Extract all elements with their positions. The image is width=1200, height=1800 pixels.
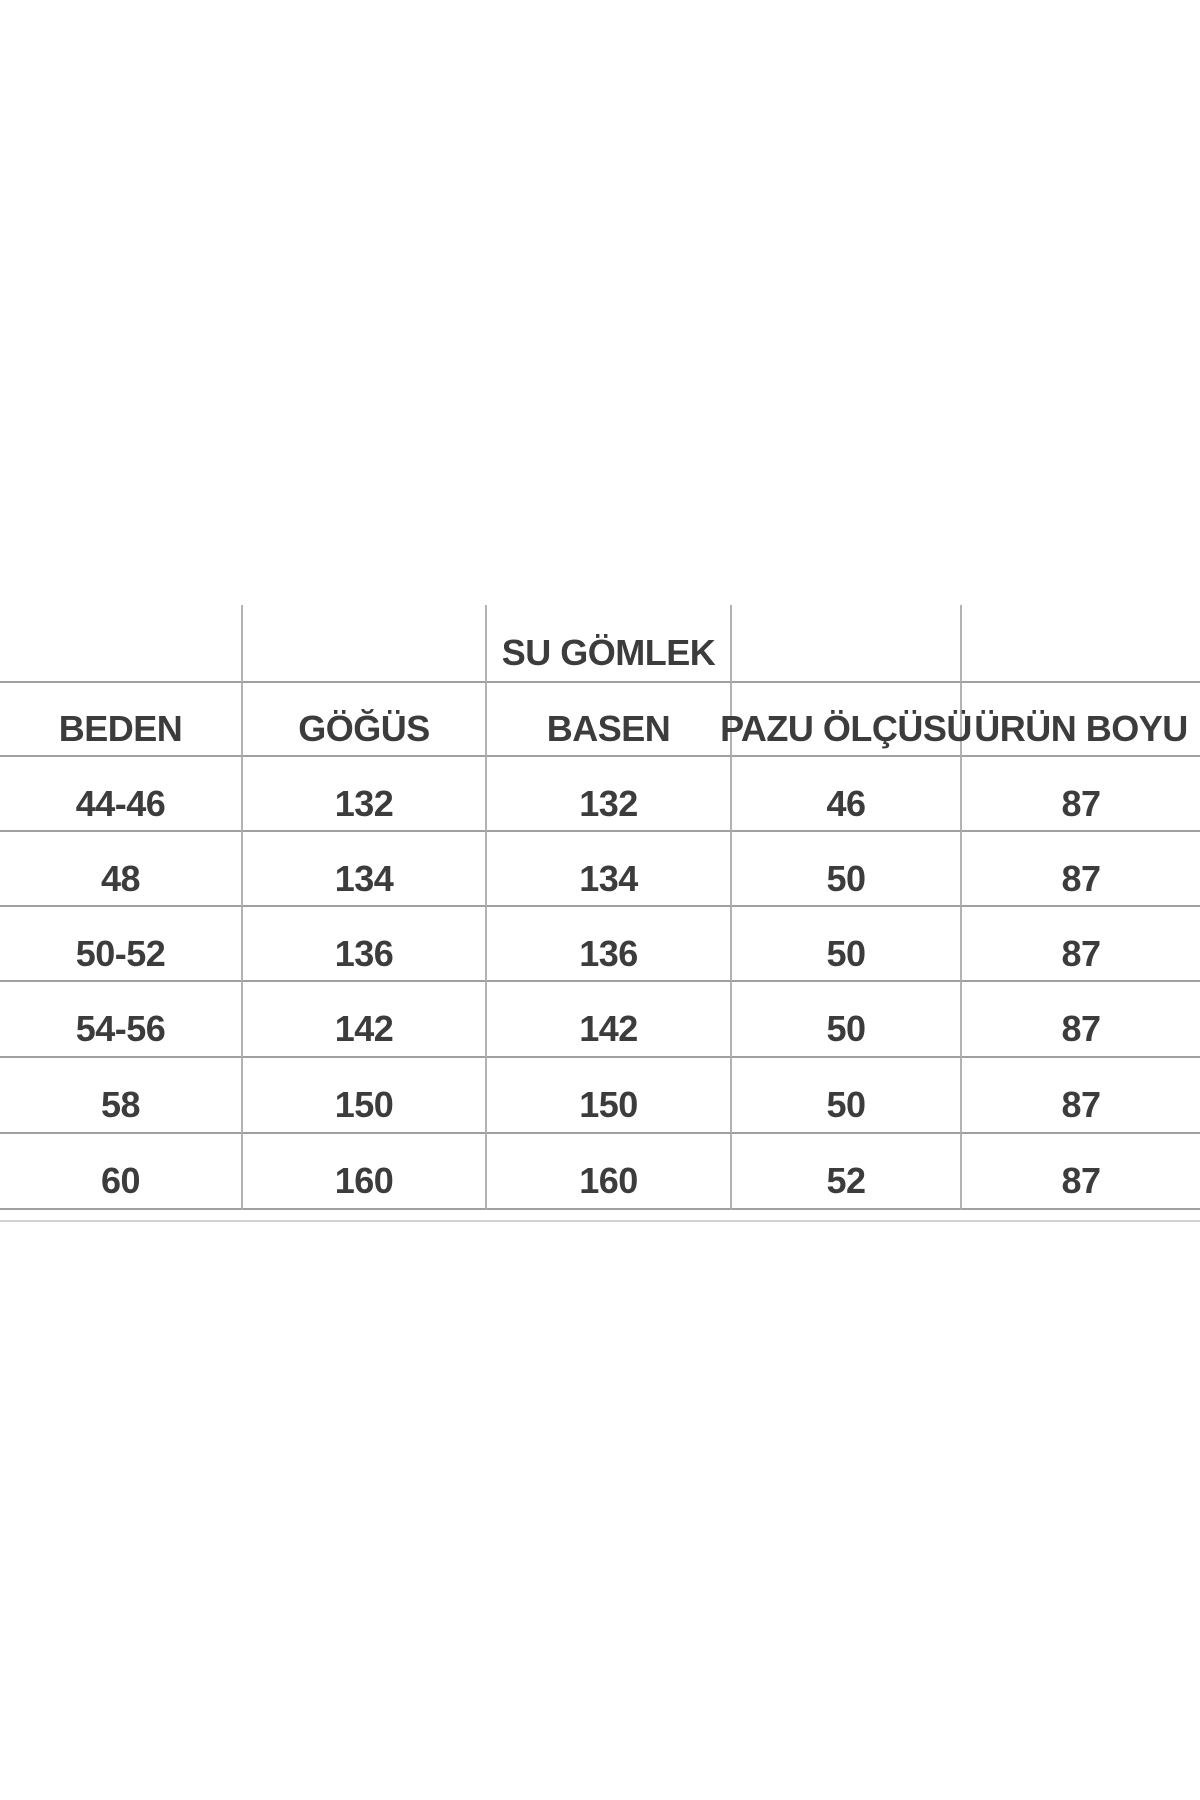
table-cell: 58 bbox=[0, 1058, 243, 1134]
table-cell: 136 bbox=[487, 907, 732, 982]
table-cell: 132 bbox=[487, 757, 732, 832]
column-header-basen: BASEN bbox=[487, 683, 732, 757]
empty-cell bbox=[962, 605, 1200, 683]
column-header-pazu-olcusu: PAZU ÖLÇÜSÜ bbox=[720, 683, 972, 757]
empty-cell bbox=[243, 605, 487, 683]
table-cell: 136 bbox=[243, 907, 487, 982]
table-cell: 44-46 bbox=[0, 757, 243, 832]
table-cell: 87 bbox=[962, 907, 1200, 982]
table-cell: 50 bbox=[732, 832, 962, 907]
table-title: SU GÖMLEK bbox=[487, 605, 732, 683]
table-cell: 142 bbox=[487, 982, 732, 1058]
table-cell: 160 bbox=[243, 1134, 487, 1210]
table-cell: 87 bbox=[962, 1058, 1200, 1134]
table-cell: 54-56 bbox=[0, 982, 243, 1058]
table-cell: 50 bbox=[732, 1058, 962, 1134]
table-cell: 48 bbox=[0, 832, 243, 907]
table-cell: 134 bbox=[487, 832, 732, 907]
table-cell: 134 bbox=[243, 832, 487, 907]
table-cell: 160 bbox=[487, 1134, 732, 1210]
size-chart-table: SU GÖMLEK BEDEN GÖĞÜS BASEN PAZU ÖLÇÜSÜ … bbox=[0, 605, 1200, 1210]
table-cell: 87 bbox=[962, 757, 1200, 832]
table-cell: 60 bbox=[0, 1134, 243, 1210]
table-cell: 150 bbox=[243, 1058, 487, 1134]
table-cell: 87 bbox=[962, 1134, 1200, 1210]
table-cell: 46 bbox=[732, 757, 962, 832]
column-header-gogus: GÖĞÜS bbox=[243, 683, 487, 757]
table-cell: 50 bbox=[732, 907, 962, 982]
table-cell: 52 bbox=[732, 1134, 962, 1210]
table-cell: 132 bbox=[243, 757, 487, 832]
table-cell: 150 bbox=[487, 1058, 732, 1134]
table-cell: 50 bbox=[732, 982, 962, 1058]
table-cell: 87 bbox=[962, 832, 1200, 907]
table-cell: 50-52 bbox=[0, 907, 243, 982]
table-cell: 142 bbox=[243, 982, 487, 1058]
column-header-beden: BEDEN bbox=[0, 683, 243, 757]
table-cell: 87 bbox=[962, 982, 1200, 1058]
empty-cell bbox=[732, 605, 962, 683]
table-bottom-rule bbox=[0, 1220, 1200, 1222]
column-header-urun-boyu: ÜRÜN BOYU bbox=[962, 683, 1200, 757]
empty-cell bbox=[0, 605, 243, 683]
